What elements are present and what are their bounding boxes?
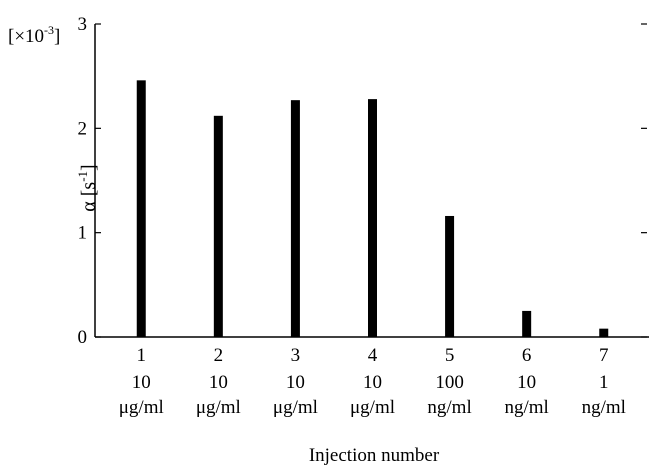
- concentration-unit-6: ng/ml: [504, 397, 548, 418]
- x-tick-label-4: 4: [368, 345, 378, 366]
- bar-4: [368, 99, 377, 338]
- x-tick-label-5: 5: [445, 345, 455, 366]
- y-tick-label-1: 1: [78, 223, 88, 244]
- y-axis-ticks: 0 1 2 3: [78, 14, 647, 348]
- concentration-unit-7: ng/ml: [582, 397, 626, 418]
- concentration-value-1: 10: [132, 372, 151, 393]
- y-tick-label-0: 0: [78, 327, 88, 348]
- x-axis-ticks: 1 10 μg/ml 2 10 μg/ml 3 10 μg/ml 4 10 μg/ml 5 100 ng/m…: [119, 331, 626, 418]
- x-tick-label-2: 2: [214, 345, 224, 366]
- concentration-unit-5: ng/ml: [427, 397, 471, 418]
- concentration-unit-1: μg/ml: [119, 397, 164, 418]
- bar-6: [522, 310, 532, 337]
- x-axis-label: Injection number: [309, 445, 440, 466]
- bar-1: [136, 80, 146, 337]
- concentration-value-6: 10: [517, 372, 536, 393]
- concentration-value-3: 10: [286, 372, 305, 393]
- concentration-unit-2: μg/ml: [196, 397, 241, 418]
- y-tick-label-2: 2: [78, 118, 88, 139]
- concentration-unit-4: μg/ml: [350, 397, 395, 418]
- x-tick-label-3: 3: [291, 345, 301, 366]
- y-axis-label: α [s-1]: [75, 164, 100, 211]
- bar-5: [445, 215, 455, 337]
- concentration-value-7: 1: [599, 372, 609, 393]
- bars-group: [136, 80, 609, 338]
- concentration-value-4: 10: [363, 372, 382, 393]
- concentration-value-2: 10: [209, 372, 228, 393]
- concentration-value-5: 100: [435, 372, 464, 393]
- x-tick-label-1: 1: [137, 345, 147, 366]
- bar-2: [213, 115, 223, 338]
- x-tick-label-7: 7: [599, 345, 609, 366]
- bar-3: [290, 100, 300, 337]
- x-tick-label-6: 6: [522, 345, 532, 366]
- y-tick-label-3: 3: [78, 14, 88, 35]
- concentration-unit-3: μg/ml: [273, 397, 318, 418]
- y-multiplier: [×10-3]: [8, 23, 60, 47]
